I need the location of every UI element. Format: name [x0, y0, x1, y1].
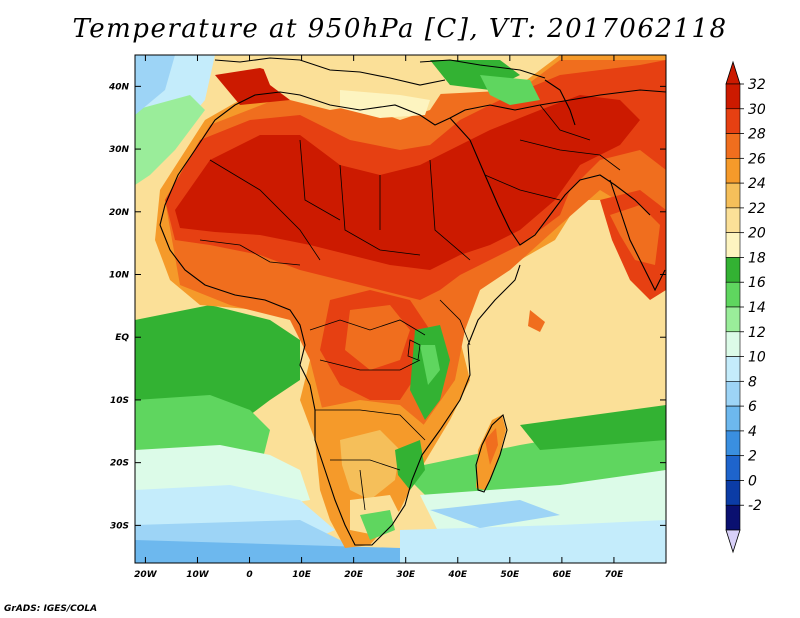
colorbar-label: 30 — [748, 102, 766, 118]
colorbar-swatch — [725, 207, 741, 233]
coastlines — [159, 57, 666, 546]
colorbar-label: 32 — [748, 77, 766, 93]
lon-label: 40E — [447, 570, 468, 580]
lat-label: 40N — [108, 82, 130, 92]
colorbar-label: 24 — [748, 176, 766, 192]
plot-frame — [134, 54, 667, 564]
colorbar-swatch — [725, 232, 741, 258]
colorbar-label: 8 — [748, 374, 757, 390]
colorbar-swatch — [725, 405, 741, 432]
colorbar-label: 22 — [748, 201, 766, 217]
colorbar-swatch — [725, 381, 741, 407]
colorbar-swatch — [725, 182, 741, 209]
colorbar-label: 0 — [748, 473, 757, 489]
plot-title: Temperature at 950hPa [C], VT: 201706211… — [72, 14, 728, 44]
lat-label: 30N — [109, 145, 130, 155]
colorbar-swatch — [725, 455, 741, 481]
lat-label: 10S — [110, 396, 129, 406]
colorbar-label: 14 — [748, 300, 766, 316]
lat-label: EQ — [115, 333, 129, 343]
colorbar-swatch — [725, 281, 741, 308]
colorbar-label: -2 — [748, 498, 762, 514]
temperature-field — [135, 55, 666, 563]
colorbar-label: 16 — [748, 275, 766, 291]
colorbar-label: 10 — [748, 350, 766, 366]
lat-label: 10N — [109, 271, 130, 281]
colorbar-label: 2 — [748, 449, 757, 465]
lon-label: 20W — [134, 570, 158, 580]
colorbar-top-arrow — [725, 60, 741, 85]
lat-label: 20S — [110, 459, 129, 469]
colorbar-swatch — [725, 430, 741, 456]
colorbar-label: 28 — [748, 127, 766, 143]
colorbar-swatch — [725, 356, 741, 382]
colorbar-label: 18 — [748, 250, 766, 266]
colorbar-swatch — [725, 306, 741, 333]
colorbar-swatch — [725, 83, 741, 110]
colorbar-swatch — [725, 158, 741, 184]
lon-label: 10W — [186, 570, 210, 580]
country-borders — [199, 104, 621, 511]
colorbar-swatch — [725, 331, 741, 357]
lon-label: 50E — [500, 570, 520, 580]
colorbar-swatch — [725, 133, 741, 159]
lat-label: 30S — [110, 521, 129, 531]
colorbar-swatch — [725, 504, 741, 531]
axis-ticks — [135, 55, 666, 563]
lon-label: 10E — [292, 570, 312, 580]
colorbar-swatch — [725, 108, 741, 134]
lon-label: 0 — [246, 570, 252, 580]
colorbar-label: 20 — [748, 226, 766, 242]
colorbar-label: 26 — [748, 151, 766, 167]
longitude-labels: 20W 10W 0 10E 20E 30E 40E 50E 60E 70E — [134, 570, 624, 580]
lat-label: 20N — [109, 208, 130, 218]
colorbar-label: 6 — [748, 399, 757, 415]
lon-label: 20E — [344, 570, 364, 580]
lon-label: 70E — [605, 570, 625, 580]
colorbar-label: 12 — [748, 325, 766, 341]
colorbar-swatch — [725, 480, 741, 506]
lon-label: 30E — [396, 570, 416, 580]
colorbar-swatch — [725, 257, 741, 283]
credit-label: GrADS: IGES/COLA — [4, 604, 98, 614]
colorbar-bottom-arrow — [725, 529, 741, 554]
lon-label: 60E — [553, 570, 573, 580]
latitude-labels: 40N 30N 20N 10N EQ 10S 20S 30S — [108, 82, 130, 531]
colorbar-label: 4 — [748, 424, 757, 440]
